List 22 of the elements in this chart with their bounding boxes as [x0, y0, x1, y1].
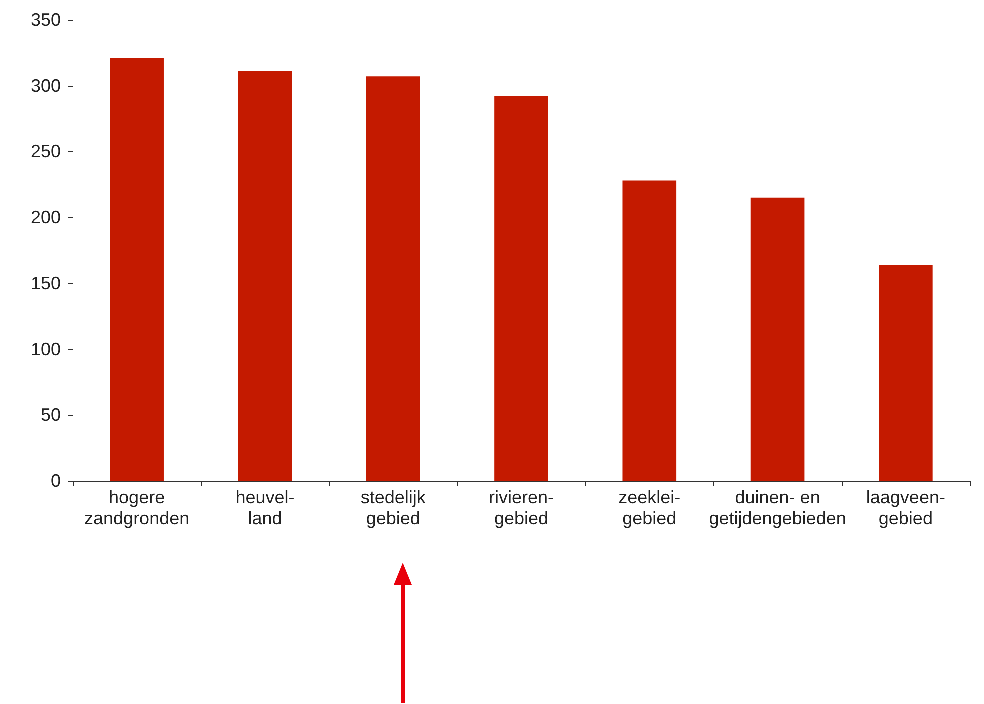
x-tick-label: duinen- en getijdengebieden — [709, 488, 846, 528]
bar — [494, 96, 548, 481]
x-tick-label: laagveen- gebied — [866, 488, 946, 528]
bar — [238, 71, 292, 481]
x-tick-label: stedelijk gebied — [360, 488, 427, 528]
y-tick-label: 0 — [50, 471, 61, 491]
y-tick-label: 200 — [30, 208, 61, 228]
y-tick-label: 250 — [30, 142, 61, 162]
x-tick-label: rivieren- gebied — [488, 488, 554, 528]
y-tick-label: 350 — [30, 10, 61, 30]
y-tick-label: 300 — [30, 76, 61, 96]
x-tick-label: heuvel- land — [236, 488, 295, 528]
bar — [110, 58, 164, 481]
y-tick-label: 100 — [30, 339, 61, 360]
bar — [750, 198, 805, 481]
bar — [879, 264, 933, 481]
y-tick-label: 150 — [30, 273, 61, 294]
bar — [622, 180, 677, 481]
x-tick-label: zeeklei- gebied — [618, 488, 681, 528]
x-tick-label: hogere zandgronden — [84, 488, 190, 528]
y-tick-label: 50 — [40, 405, 61, 426]
bar — [366, 76, 420, 481]
